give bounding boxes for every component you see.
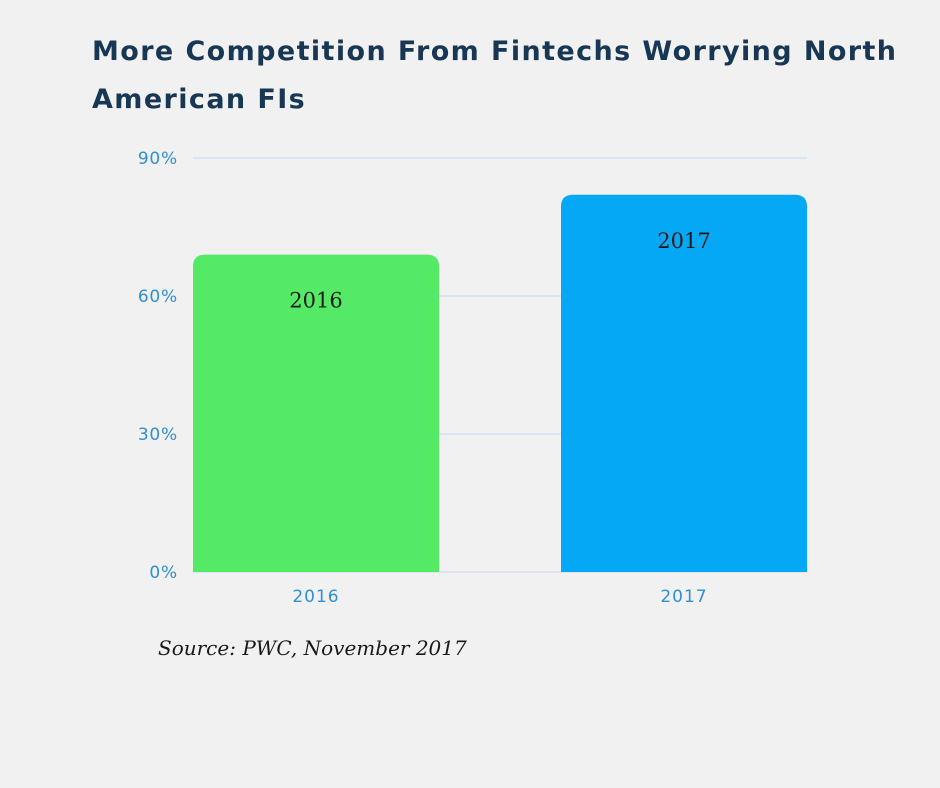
y-tick-label: 90% bbox=[138, 149, 178, 169]
y-tick-label: 30% bbox=[138, 425, 178, 445]
y-tick-label: 60% bbox=[138, 287, 178, 307]
y-tick-label: 0% bbox=[149, 563, 178, 583]
chart-title: More Competition From Fintechs Worrying … bbox=[92, 36, 898, 115]
x-tick-label-2016: 2016 bbox=[292, 587, 339, 607]
source-note: Source: PWC, November 2017 bbox=[158, 636, 467, 660]
bar-label-2017: 2017 bbox=[657, 229, 710, 253]
x-tick-label-2017: 2017 bbox=[660, 587, 707, 607]
x-axis-ticks: 2016 2017 bbox=[292, 587, 707, 607]
bar-label-2016: 2016 bbox=[289, 289, 342, 313]
bar-2017 bbox=[561, 194, 807, 573]
bar-2016 bbox=[193, 254, 439, 572]
y-axis-ticks: 0% 30% 60% 90% bbox=[138, 149, 178, 583]
bars: 2016 2017 bbox=[193, 194, 807, 573]
